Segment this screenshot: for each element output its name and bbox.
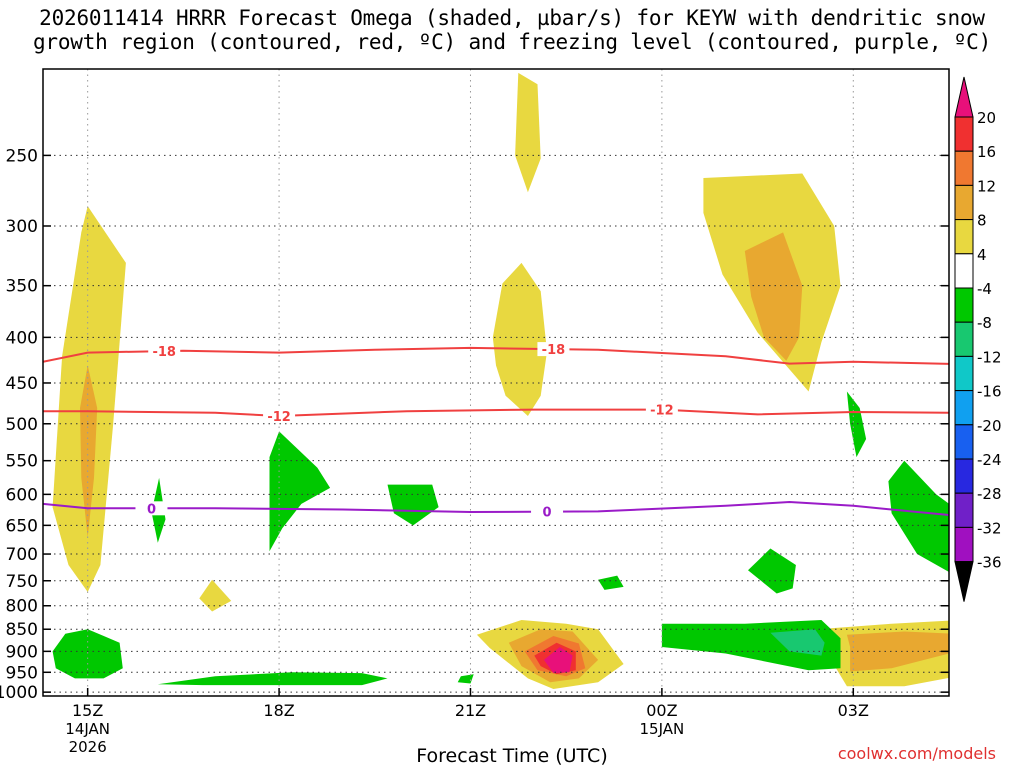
- y-tick-label-450: 450: [6, 374, 38, 394]
- omega-negative-region-6: [598, 575, 624, 590]
- colorbar-bottom-arrow: [954, 561, 974, 602]
- colorbar-label-4: 4: [977, 246, 987, 264]
- colorbar-label-3: 8: [977, 212, 987, 230]
- omega-positive-region-1: [80, 365, 98, 538]
- colorbar-bin-8: [954, 390, 974, 426]
- x-tick-sublabel-15Z-1: 2026: [69, 738, 107, 756]
- y-tick-label-750: 750: [6, 572, 38, 592]
- omega-positive-region-12: [543, 647, 573, 674]
- colorbar-label-6: -8: [977, 314, 992, 332]
- colorbar-label-1: 16: [977, 143, 996, 161]
- colorbar-label-5: -4: [977, 280, 992, 298]
- contour-label-bg-1-0: [263, 408, 296, 423]
- colorbar-label-13: -36: [977, 554, 1002, 572]
- chart-title-line-2: growth region (contoured, red, ºC) and f…: [32, 30, 992, 54]
- colorbar-bin-5: [954, 287, 974, 323]
- contour-label-bg-2-0: [135, 501, 168, 516]
- colorbar-bin-7: [954, 355, 974, 392]
- omega-positive-region-2: [515, 72, 541, 193]
- y-tick-label-700: 700: [6, 545, 38, 565]
- contour-label-bg-1-1: [645, 402, 678, 417]
- x-tick-label-18Z: 18Z: [263, 701, 294, 720]
- colorbar-bin-0: [954, 116, 974, 152]
- contour-label-bg-0-1: [537, 342, 570, 357]
- colorbar-top-arrow: [954, 76, 974, 118]
- x-axis-label: Forecast Time (UTC): [416, 745, 608, 767]
- colorbar-label-7: -12: [977, 348, 1002, 366]
- y-tick-label-550: 550: [6, 452, 38, 472]
- x-tick-label-03Z: 03Z: [838, 701, 869, 720]
- contour-label-1-1: -12: [650, 404, 674, 419]
- x-tick-label-21Z: 21Z: [455, 701, 486, 720]
- contour-line-1: [43, 408, 949, 418]
- omega-positive-region-3: [492, 262, 547, 416]
- y-tick-label-900: 900: [6, 642, 38, 662]
- colorbar-bin-12: [954, 526, 974, 563]
- y-tick-label-350: 350: [6, 277, 38, 297]
- omega-negative-region-10: [846, 391, 867, 458]
- colorbar-label-2: 12: [977, 177, 996, 195]
- omega-negative-region-5: [457, 674, 474, 684]
- colorbar-bin-10: [954, 458, 974, 494]
- colorbar-bin-9: [954, 424, 974, 460]
- omega-negative-region-9: [748, 548, 796, 594]
- contour-label-bg-0-0: [148, 344, 181, 359]
- site-credit: coolwx.com/models: [837, 744, 996, 763]
- omega-positive-region-14: [846, 631, 949, 672]
- colorbar-label-8: -16: [977, 383, 1002, 401]
- y-tick-label-500: 500: [6, 415, 38, 435]
- colorbar-bin-4: [954, 253, 974, 289]
- omega-positive-region-5: [744, 232, 803, 361]
- colorbar-bin-1: [954, 150, 974, 186]
- colorbar-bin-6: [954, 321, 974, 357]
- y-tick-label-950: 950: [6, 663, 38, 683]
- contour-line-2: [43, 500, 949, 517]
- colorbar-label-11: -28: [977, 485, 1002, 503]
- y-tick-label-1000: 1000: [0, 683, 38, 703]
- omega-negative-region-4: [387, 484, 439, 526]
- omega-positive-region-7: [199, 579, 232, 612]
- omega-negative-region-1: [157, 672, 388, 686]
- chart-title-line-1: 2026011414 HRRR Forecast Omega (shaded, …: [39, 6, 985, 30]
- omega-negative-region-11: [888, 460, 949, 572]
- contour-label-0-1: -18: [542, 343, 566, 358]
- y-tick-label-850: 850: [6, 620, 38, 640]
- omega-negative-region-8: [770, 629, 825, 656]
- contour-label-1-0: -12: [267, 410, 291, 425]
- contour-label-bg-2-1: [531, 504, 564, 519]
- contour-label-0-0: -18: [152, 345, 176, 360]
- x-tick-sublabel-00Z-0: 15JAN: [640, 720, 685, 738]
- colorbar-label-9: -20: [977, 417, 1002, 435]
- colorbar-label-10: -24: [977, 451, 1002, 469]
- omega-negative-region-0: [52, 629, 123, 679]
- colorbar-bin-2: [954, 184, 974, 221]
- colorbar-label-0: 20: [977, 109, 996, 127]
- x-tick-label-15Z: 15Z: [72, 701, 103, 720]
- y-tick-label-300: 300: [6, 217, 38, 237]
- y-tick-label-650: 650: [6, 516, 38, 536]
- x-tick-label-00Z: 00Z: [646, 701, 677, 720]
- colorbar-bin-3: [954, 219, 974, 255]
- contour-label-2-0: 0: [147, 502, 156, 517]
- y-tick-label-250: 250: [6, 146, 38, 166]
- y-tick-label-400: 400: [6, 328, 38, 348]
- colorbar-label-12: -32: [977, 519, 1002, 537]
- x-tick-sublabel-15Z-0: 14JAN: [65, 720, 110, 738]
- y-tick-label-800: 800: [6, 597, 38, 617]
- omega-negative-region-3: [269, 431, 331, 552]
- contour-label-2-1: 0: [543, 506, 552, 521]
- colorbar-bin-11: [954, 492, 974, 528]
- y-tick-label-600: 600: [6, 485, 38, 505]
